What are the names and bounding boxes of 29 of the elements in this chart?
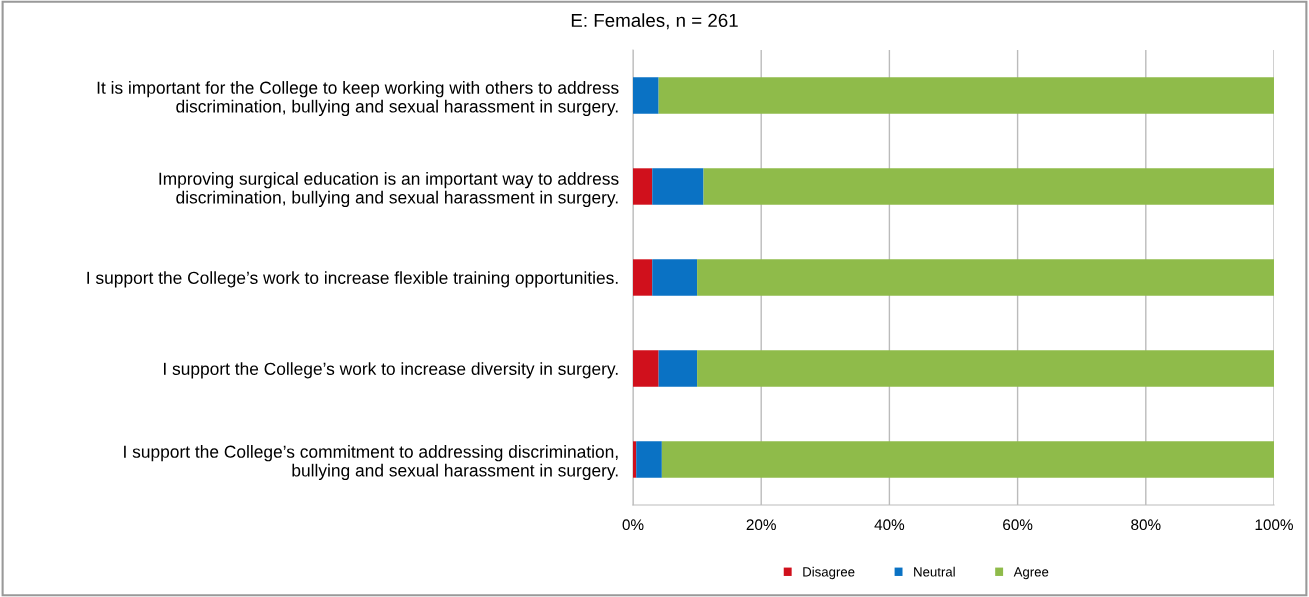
legend-label: Disagree	[803, 566, 855, 580]
y-tick-label: It is important for the College to keep working with others to address discrimination, bullying and sexual harassment in surgery.	[97, 81, 619, 116]
x-tick-label: 80%	[1131, 519, 1161, 531]
bar	[652, 259, 698, 296]
bar	[697, 350, 1274, 387]
bar	[633, 77, 659, 114]
chart-title: E: Females, n = 261	[571, 13, 738, 30]
bar	[658, 77, 1274, 114]
legend-label: Agree	[1013, 567, 1049, 580]
y-tick-label: I support the College’s work to increase flexible training opportunities.	[87, 271, 618, 288]
y-tick-label: I support the College’s commitment to addressing discrimination, bullying and sexual harassment in surgery.	[124, 445, 618, 480]
bar	[633, 441, 637, 478]
x-tick-label: 40%	[874, 519, 905, 531]
x-tick-label: 60%	[1003, 519, 1033, 531]
legend-label: Neutral	[914, 566, 955, 577]
bar	[633, 259, 653, 296]
bar	[658, 350, 698, 387]
x-tick-label: 100%	[1255, 519, 1293, 531]
x-tick-label: 20%	[746, 519, 776, 531]
y-tick-label: Improving surgical education is an important way to address discrimination, bullying and sexual harassment in surgery.	[159, 172, 619, 207]
bar	[697, 259, 1274, 296]
bar	[652, 168, 704, 205]
bar	[633, 350, 659, 387]
x-tick-label: 0%	[622, 519, 644, 531]
bar	[661, 441, 1274, 478]
y-tick-label: I support the College’s work to increase diversity in surgery.	[163, 362, 618, 379]
bar	[703, 168, 1274, 205]
bar	[636, 441, 662, 478]
bar	[633, 168, 653, 205]
